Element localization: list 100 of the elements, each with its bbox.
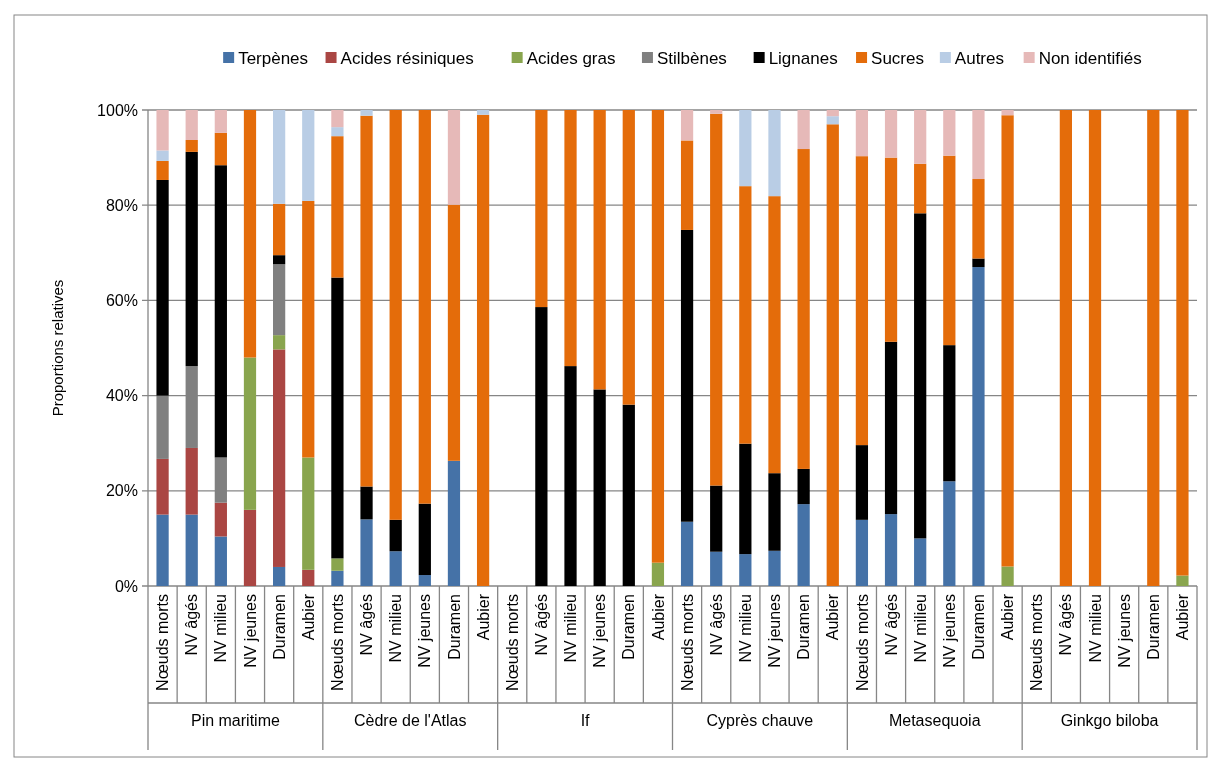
bar (1001, 115, 1014, 567)
x-tick-label: Nœuds morts (329, 594, 346, 691)
y-tick-label: 60% (105, 292, 138, 309)
bar (564, 110, 577, 367)
bar (389, 519, 402, 552)
bar (360, 519, 373, 586)
bar (214, 502, 227, 537)
bar (535, 307, 548, 586)
legend-label: Acides gras (526, 48, 616, 68)
bar (185, 139, 198, 152)
bar (768, 110, 781, 197)
x-tick-label: NV âgés (1057, 594, 1075, 656)
bar (156, 160, 169, 180)
bar (564, 366, 577, 586)
bar (185, 447, 198, 515)
bar (884, 157, 898, 342)
bar (680, 521, 694, 586)
bar (739, 110, 752, 187)
text: Ginkgo biloba (1060, 712, 1159, 729)
y-tick-label: 0% (114, 577, 138, 595)
bar (914, 213, 927, 539)
bar (476, 110, 490, 115)
legend-label: Terpènes (238, 48, 309, 68)
bar (360, 110, 373, 116)
bar (302, 457, 315, 570)
x-tick-label: NV âgés (532, 594, 550, 656)
bar (884, 514, 898, 586)
legend-label: Sucres (871, 48, 924, 68)
x-tick-label: NV jeunes (940, 594, 958, 668)
bar (447, 460, 461, 586)
bar (680, 110, 694, 141)
bar (651, 110, 665, 563)
bar (1088, 110, 1102, 586)
bar (156, 458, 169, 515)
text: Cèdre de l'Atlas (354, 712, 467, 729)
x-tick-label: NV jeunes (591, 594, 609, 668)
bar (739, 554, 752, 586)
x-tick-label: Nœuds morts (503, 594, 521, 691)
x-tick-label: Duramen (970, 594, 988, 660)
legend-label: Non identifiés (1038, 48, 1142, 68)
bar (156, 110, 169, 151)
bar (476, 114, 490, 586)
x-tick-label: NV milieu (911, 594, 929, 663)
bar (826, 110, 839, 117)
bar (593, 110, 606, 390)
bar (855, 110, 869, 157)
text: Cyprès chauve (706, 712, 814, 729)
legend-label: Lignanes (768, 48, 838, 68)
text: If (580, 712, 591, 729)
bar (331, 558, 344, 571)
bar (680, 140, 694, 230)
x-tick-label: Aubier (299, 593, 317, 641)
x-tick-label: NV jeunes (766, 594, 784, 668)
bar (622, 110, 635, 405)
bar (826, 116, 839, 125)
bar (739, 443, 752, 555)
bar (302, 110, 315, 201)
bar (273, 255, 286, 265)
x-tick-label: Duramen (795, 594, 813, 660)
bar (622, 404, 635, 586)
bar (156, 150, 169, 161)
bar (739, 186, 752, 444)
bar (418, 503, 431, 576)
bar (768, 473, 781, 551)
x-tick-label: NV milieu (1086, 594, 1104, 663)
x-tick-label: NV âgés (707, 594, 725, 656)
x-tick-label: Nœuds morts (678, 594, 696, 691)
legend-label: Acides résiniques (340, 48, 474, 68)
bar (943, 481, 956, 586)
bar (914, 538, 927, 586)
x-tick-label: Duramen (1144, 594, 1162, 660)
x-tick-label: NV âgés (358, 594, 376, 656)
bar (1176, 110, 1189, 576)
bar (243, 357, 257, 510)
bar (680, 229, 694, 522)
x-tick-label: Nœuds morts (154, 594, 172, 691)
bar (185, 514, 198, 586)
bar (447, 204, 461, 461)
legend-label: Autres (954, 48, 1004, 68)
bar (535, 110, 548, 308)
bar (826, 124, 839, 586)
bar (972, 110, 985, 180)
x-tick-label: Duramen (445, 594, 463, 660)
bar (360, 115, 373, 487)
bar (302, 200, 315, 458)
bar (273, 335, 286, 350)
bar (331, 277, 344, 559)
bar (156, 179, 169, 396)
x-tick-label: Aubier (999, 593, 1017, 641)
bar (185, 110, 198, 140)
y-tick-label: 40% (105, 387, 138, 405)
bar (855, 445, 869, 520)
x-tick-label: NV milieu (736, 594, 754, 663)
bar (768, 550, 781, 586)
bar (943, 110, 956, 156)
bar (593, 389, 606, 586)
x-tick-label: Nœuds morts (853, 594, 871, 691)
text: Pin maritime (190, 712, 280, 729)
text: Metasequoia (888, 712, 981, 729)
bar (943, 155, 956, 346)
